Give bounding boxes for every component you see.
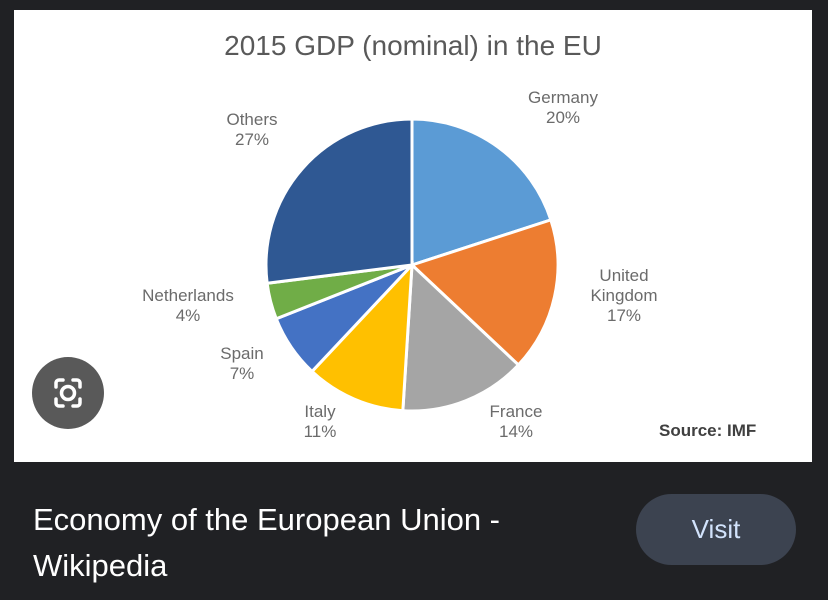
slice-value: 14% — [498, 422, 534, 441]
slice-name: Germany — [528, 88, 598, 107]
pie-slice — [309, 260, 414, 413]
visit-button[interactable]: Visit — [636, 494, 796, 565]
source: Source: IMF — [659, 421, 757, 440]
slice-label: Germany 20% — [498, 88, 628, 128]
slice-name: Netherlands — [142, 286, 234, 305]
slice-value: 20% — [545, 108, 581, 127]
lens-button[interactable] — [32, 357, 104, 429]
slice-value: 27% — [234, 130, 270, 149]
pie-slice — [401, 261, 521, 413]
slice-name: Italy — [304, 402, 336, 421]
pie-slice — [264, 117, 414, 285]
slice-value: 17% — [606, 306, 642, 325]
chart-title: 2015 GDP (nominal) in the EU — [224, 30, 602, 61]
chart — [264, 117, 560, 413]
slice-value: 11% — [303, 422, 337, 441]
slice-name: Spain — [220, 344, 264, 363]
slice-value: 7% — [229, 364, 255, 383]
slice-name: France — [489, 402, 543, 421]
slice-label: United Kingdom 17% — [574, 266, 674, 326]
result-title[interactable]: Economy of the European Union - Wikipedi… — [33, 502, 500, 583]
slice-label: Spain 7% — [177, 344, 307, 384]
slice-label: Netherlands 4% — [123, 286, 253, 326]
slice-label: Others 27% — [187, 110, 317, 150]
slice-label: France 14% — [451, 402, 581, 442]
slice-name: Others — [226, 110, 278, 129]
slice-name: United Kingdom — [590, 266, 658, 305]
pie-slice — [409, 217, 560, 368]
slice-value: 4% — [175, 306, 201, 325]
result-image[interactable]: 2015 GDP (nominal) in the EU Source: IMF… — [14, 10, 812, 462]
slice-label: Italy 11% — [255, 402, 385, 442]
lens-icon — [54, 378, 82, 408]
pie-slice — [410, 117, 553, 268]
